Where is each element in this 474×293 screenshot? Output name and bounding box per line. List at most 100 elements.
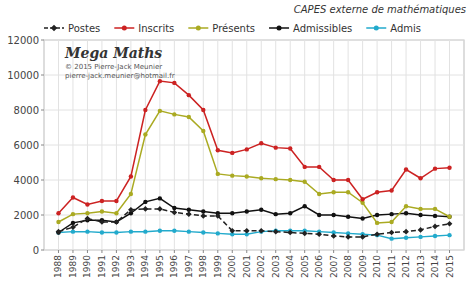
data-point bbox=[432, 224, 438, 230]
data-point bbox=[360, 234, 366, 240]
x-tick-label: 2002 bbox=[256, 255, 266, 278]
x-tick-label: 2013 bbox=[416, 255, 426, 278]
y-tick-label: 8000 bbox=[14, 105, 39, 116]
x-grid-line bbox=[391, 40, 392, 250]
chart: 0200040006000800010000120001988198919901… bbox=[0, 0, 474, 293]
data-point bbox=[433, 207, 437, 211]
x-tick-label: 1997 bbox=[184, 255, 194, 278]
data-point bbox=[157, 206, 163, 212]
data-point bbox=[418, 227, 424, 233]
legend-marker bbox=[374, 26, 379, 31]
data-point bbox=[186, 211, 192, 217]
x-tick bbox=[304, 250, 305, 253]
data-point bbox=[143, 229, 147, 233]
data-point bbox=[114, 211, 118, 215]
series-line bbox=[58, 111, 449, 223]
y-grid-line bbox=[44, 250, 464, 251]
data-point bbox=[288, 178, 292, 182]
data-point bbox=[187, 115, 191, 119]
x-grid-line bbox=[58, 40, 59, 250]
x-grid-line bbox=[420, 40, 421, 250]
data-point bbox=[229, 228, 235, 234]
data-point bbox=[85, 202, 89, 206]
data-point bbox=[375, 190, 379, 194]
x-tick-label: 1998 bbox=[198, 255, 208, 278]
x-tick-label: 2003 bbox=[271, 255, 281, 278]
data-point bbox=[433, 166, 437, 170]
data-point bbox=[99, 219, 105, 225]
data-point bbox=[143, 200, 147, 204]
data-point bbox=[245, 209, 249, 213]
data-point bbox=[375, 213, 379, 217]
x-tick bbox=[217, 250, 218, 253]
data-point bbox=[447, 215, 451, 219]
x-tick bbox=[261, 250, 262, 253]
legend-marker bbox=[51, 25, 58, 32]
x-tick bbox=[449, 250, 450, 253]
data-point bbox=[273, 229, 279, 235]
data-point bbox=[360, 197, 364, 201]
data-point bbox=[346, 178, 350, 182]
y-tick bbox=[41, 180, 44, 181]
x-tick bbox=[174, 250, 175, 253]
data-point bbox=[172, 81, 176, 85]
data-point bbox=[172, 229, 176, 233]
data-point bbox=[288, 146, 292, 150]
data-point bbox=[245, 174, 249, 178]
x-tick bbox=[435, 250, 436, 253]
data-point bbox=[331, 213, 335, 217]
y-tick bbox=[41, 250, 44, 251]
data-point bbox=[187, 93, 191, 97]
data-point bbox=[258, 228, 264, 234]
x-grid-line bbox=[435, 40, 436, 250]
y-grid-line bbox=[44, 145, 464, 146]
data-point bbox=[114, 220, 118, 224]
data-point bbox=[447, 166, 451, 170]
data-point bbox=[143, 132, 147, 136]
x-tick-label: 2014 bbox=[430, 255, 440, 278]
series-line bbox=[58, 81, 449, 213]
plot-area bbox=[56, 79, 453, 241]
data-point bbox=[331, 178, 335, 182]
data-point bbox=[389, 220, 393, 224]
data-point bbox=[158, 79, 162, 83]
data-point bbox=[331, 233, 337, 239]
data-point bbox=[230, 173, 234, 177]
x-grid-line bbox=[406, 40, 407, 250]
data-point bbox=[230, 211, 234, 215]
x-tick bbox=[188, 250, 189, 253]
data-point bbox=[216, 231, 220, 235]
data-point bbox=[418, 176, 422, 180]
x-tick bbox=[348, 250, 349, 253]
data-point bbox=[404, 167, 408, 171]
data-point bbox=[389, 212, 393, 216]
data-point bbox=[389, 230, 395, 236]
x-tick bbox=[333, 250, 334, 253]
data-point bbox=[158, 196, 162, 200]
legend-label: Présents bbox=[212, 23, 255, 34]
x-tick-label: 2011 bbox=[387, 255, 397, 278]
data-point bbox=[404, 211, 408, 215]
data-point bbox=[360, 216, 364, 220]
y-tick-label: 2000 bbox=[14, 210, 39, 221]
data-point bbox=[375, 221, 379, 225]
series bbox=[56, 79, 451, 216]
data-point bbox=[418, 213, 422, 217]
data-point bbox=[404, 236, 408, 240]
data-point bbox=[216, 172, 220, 176]
data-point bbox=[100, 230, 104, 234]
series-line bbox=[58, 198, 449, 232]
legend-label: Inscrits bbox=[138, 23, 174, 34]
legend-marker bbox=[122, 26, 127, 31]
annotation: © 2015 Pierre-Jack Meunier bbox=[65, 63, 162, 71]
x-tick-label: 1996 bbox=[169, 255, 179, 278]
legend-label: Admissibles bbox=[293, 23, 352, 34]
x-tick-label: 1994 bbox=[140, 255, 150, 278]
data-point bbox=[158, 109, 162, 113]
x-tick bbox=[391, 250, 392, 253]
data-point bbox=[143, 108, 147, 112]
data-point bbox=[56, 211, 60, 215]
x-tick bbox=[290, 250, 291, 253]
x-tick bbox=[203, 250, 204, 253]
data-point bbox=[158, 229, 162, 233]
